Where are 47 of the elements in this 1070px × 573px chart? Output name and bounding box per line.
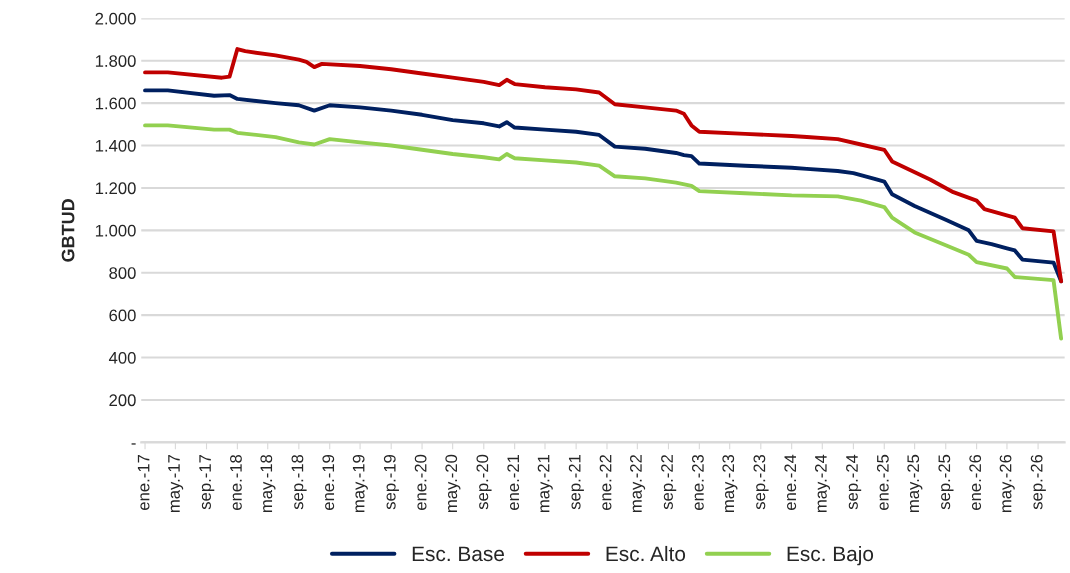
x-tick-label: ene.-17: [137, 454, 150, 510]
x-tick-label: ene.-19: [322, 454, 335, 510]
y-tick-label: -: [131, 443, 136, 445]
y-tick-label: 1.600: [95, 97, 136, 110]
line-series: [143, 47, 1064, 284]
x-tick-label: sep.-21: [568, 454, 584, 510]
x-tick-label: ene.-18: [230, 454, 242, 510]
x-tick-label: may.-22: [630, 454, 646, 513]
y-tick-label: 400: [108, 351, 136, 364]
y-tick-label: 1.400: [95, 139, 136, 152]
x-tick-label: sep.-19: [383, 454, 399, 510]
x-tick-label: ene.-25: [876, 454, 889, 510]
x-tick-label: ene.-24: [784, 454, 797, 510]
x-tick-label: may.-17: [168, 454, 184, 513]
x-tick-label: sep.-24: [846, 454, 862, 510]
y-tick-label: 1.200: [95, 182, 136, 195]
y-tick-label: 200: [109, 394, 136, 407]
x-tick-label: ene.-20: [414, 454, 427, 510]
y-tick-label: 1.800: [95, 55, 136, 67]
y-tick-label: 800: [109, 267, 136, 279]
y-axis-title: GBTUD: [61, 199, 75, 262]
legend-label: Esc. Alto: [606, 545, 686, 562]
x-tick-label: sep.-17: [199, 454, 215, 510]
x-tick-label: sep.-26: [1030, 454, 1046, 510]
x-tick-label: ene.-26: [969, 454, 982, 510]
x-tick-label: may.-18: [260, 454, 276, 513]
x-tick-label: sep.-23: [753, 454, 769, 510]
y-tick-label: 2.000: [95, 12, 136, 25]
x-tick-label: may.-19: [352, 454, 368, 513]
y-tick-label: 1.000: [95, 224, 136, 237]
x-tick-label: ene.-23: [692, 454, 704, 510]
x-tick-label: sep.-22: [661, 454, 677, 510]
x-tick-label: sep.-18: [291, 454, 307, 510]
x-tick-label: may.-25: [907, 454, 923, 513]
x-tick-label: sep.-25: [938, 454, 954, 510]
x-tick-label: may.-23: [722, 454, 738, 513]
legend-label: Esc. Bajo: [787, 545, 874, 566]
x-tick-label: ene.-21: [507, 454, 520, 510]
line-series: [143, 123, 1064, 341]
x-tick-label: may.-24: [814, 454, 831, 513]
y-tick-label: 600: [109, 309, 136, 322]
x-tick-label: may.-20: [445, 454, 461, 513]
x-tick-label: may.-26: [999, 454, 1015, 513]
x-tick-label: may.-21: [537, 454, 553, 513]
legend-label: Esc. Base: [412, 546, 504, 562]
x-tick-label: ene.-22: [599, 454, 612, 510]
x-tick-label: sep.-20: [476, 454, 492, 510]
